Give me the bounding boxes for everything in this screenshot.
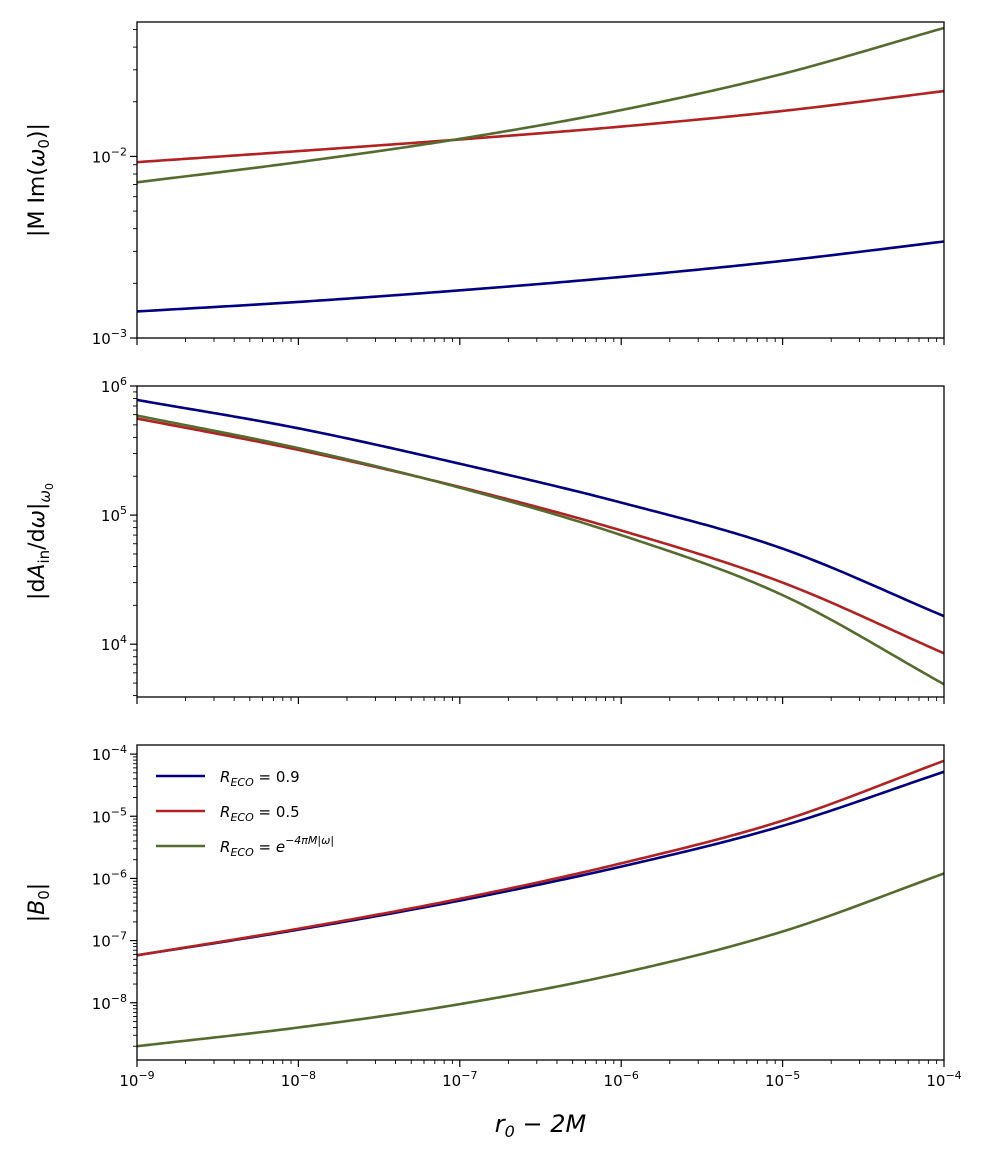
series-line-2 (137, 89, 944, 164)
legend-entry-label: RECO = 0.9 (220, 768, 300, 789)
x-tick-label: 10−5 (765, 1069, 800, 1090)
y-tick-label: 104 (101, 633, 127, 654)
axes-frame (136, 385, 945, 698)
y-tick-label: 106 (101, 375, 127, 396)
series-line-3 (137, 26, 944, 184)
y-axis-label: |B0| (25, 883, 53, 922)
legend-entry-label: RECO = e−4πM|ω| (220, 834, 334, 859)
x-tick-label: 10−6 (604, 1069, 639, 1090)
axes-frame (136, 21, 945, 339)
y-tick-label: 10−7 (92, 930, 127, 951)
x-tick-label: 10−7 (442, 1069, 477, 1090)
y-tick-label: 10−8 (92, 992, 127, 1013)
y-axis-label: |M Im(ω0)| (25, 123, 53, 237)
series-line-1 (137, 398, 944, 618)
legend: RECO = 0.9 RECO = 0.5 RECO = e−4πM|ω| (156, 768, 334, 859)
y-tick-label: 10−3 (92, 327, 127, 348)
y-tick-label: 105 (101, 504, 127, 525)
panel-b0: 10−4 10−5 10−6 10−7 10−8 10−9 10−8 10−7 10−6 10−5… (25, 743, 962, 1141)
axes-frame (136, 744, 945, 1061)
series-line-1 (137, 240, 944, 313)
x-axis-label: r0 − 2M (495, 1110, 587, 1141)
x-tick-label: 10−4 (926, 1069, 961, 1090)
series-line-2 (137, 417, 944, 655)
y-tick-label: 10−6 (92, 867, 127, 888)
y-tick-label: 10−5 (92, 805, 127, 826)
panel-im-omega: 10−2 10−3 |M Im(ω0)| (25, 21, 945, 348)
series-line-3 (137, 414, 944, 686)
y-axis-label: |dAin/dω|ω0 (25, 483, 56, 600)
series-line-3 (137, 872, 944, 1048)
series-line-2 (137, 759, 944, 957)
x-tick-label: 10−8 (281, 1069, 316, 1090)
y-tick-label: 10−4 (92, 743, 127, 764)
panel-dain-domega: 106 105 104 |dAin/dω|ω0 (25, 375, 945, 704)
y-tick-label: 10−2 (92, 145, 127, 166)
series-line-1 (137, 770, 944, 957)
legend-entry-label: RECO = 0.5 (220, 803, 300, 824)
x-tick-label: 10−9 (119, 1069, 154, 1090)
